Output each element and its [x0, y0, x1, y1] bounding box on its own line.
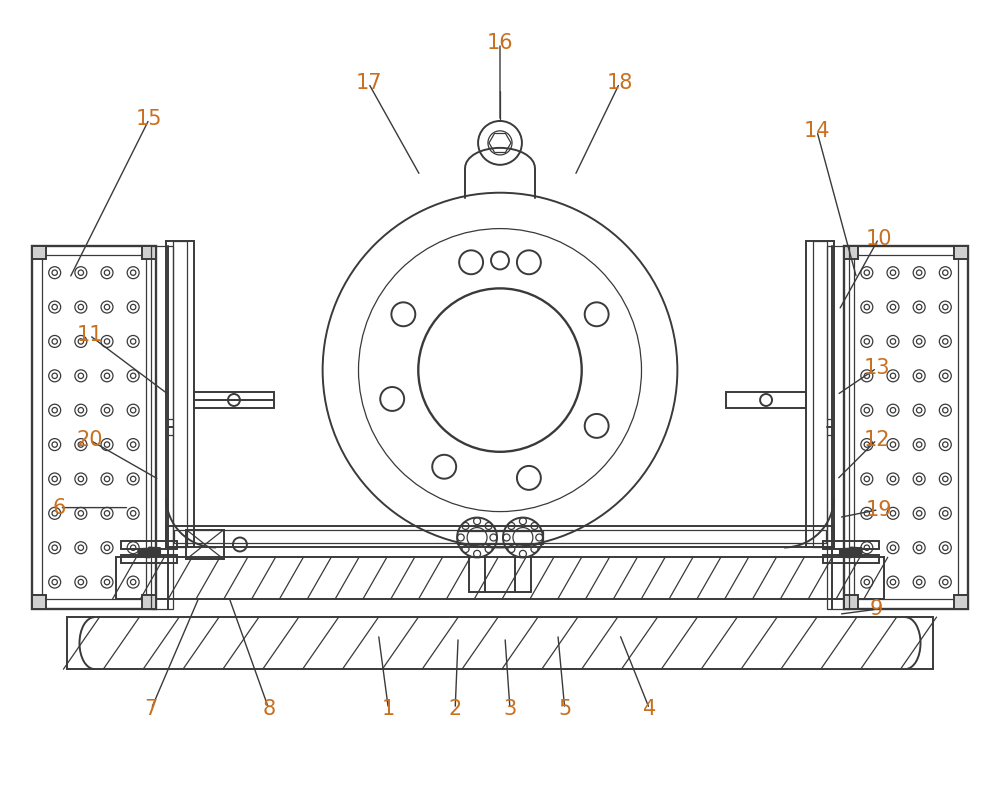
Text: 20: 20: [76, 430, 103, 450]
Bar: [174, 530, 826, 543]
Bar: [844, 246, 968, 609]
Bar: [121, 542, 177, 550]
Bar: [844, 596, 858, 609]
Text: 16: 16: [487, 33, 513, 53]
Bar: [954, 246, 968, 260]
Text: 7: 7: [145, 699, 158, 719]
Text: 3: 3: [503, 699, 517, 719]
Text: 15: 15: [136, 109, 162, 129]
Text: 19: 19: [865, 500, 892, 520]
Text: 18: 18: [606, 73, 633, 93]
Text: 6: 6: [53, 497, 66, 518]
Bar: [457, 531, 543, 544]
Text: 9: 9: [870, 600, 883, 619]
Bar: [823, 555, 879, 563]
Bar: [32, 246, 46, 260]
Bar: [726, 392, 806, 408]
Bar: [194, 392, 274, 408]
Bar: [116, 558, 884, 600]
Bar: [823, 542, 879, 550]
Text: 13: 13: [863, 358, 890, 378]
Text: 5: 5: [558, 699, 571, 719]
Text: 12: 12: [863, 430, 890, 450]
Text: 17: 17: [355, 73, 382, 93]
Bar: [142, 596, 156, 609]
Bar: [42, 256, 146, 600]
Bar: [854, 256, 958, 600]
Text: 10: 10: [865, 229, 892, 249]
Bar: [121, 555, 177, 563]
Text: 11: 11: [76, 326, 103, 345]
Bar: [844, 246, 858, 260]
Bar: [142, 246, 156, 260]
Bar: [827, 246, 849, 609]
Text: 8: 8: [262, 699, 275, 719]
Text: 14: 14: [804, 121, 830, 141]
Bar: [806, 241, 834, 547]
Bar: [32, 246, 156, 609]
Text: 4: 4: [643, 699, 656, 719]
Bar: [166, 526, 834, 547]
Text: 1: 1: [382, 699, 395, 719]
Bar: [186, 530, 224, 559]
Bar: [954, 596, 968, 609]
Bar: [67, 617, 933, 669]
Bar: [32, 596, 46, 609]
Bar: [166, 241, 194, 547]
Bar: [173, 241, 187, 547]
Bar: [151, 246, 173, 609]
Text: 2: 2: [449, 699, 462, 719]
Bar: [813, 241, 827, 547]
